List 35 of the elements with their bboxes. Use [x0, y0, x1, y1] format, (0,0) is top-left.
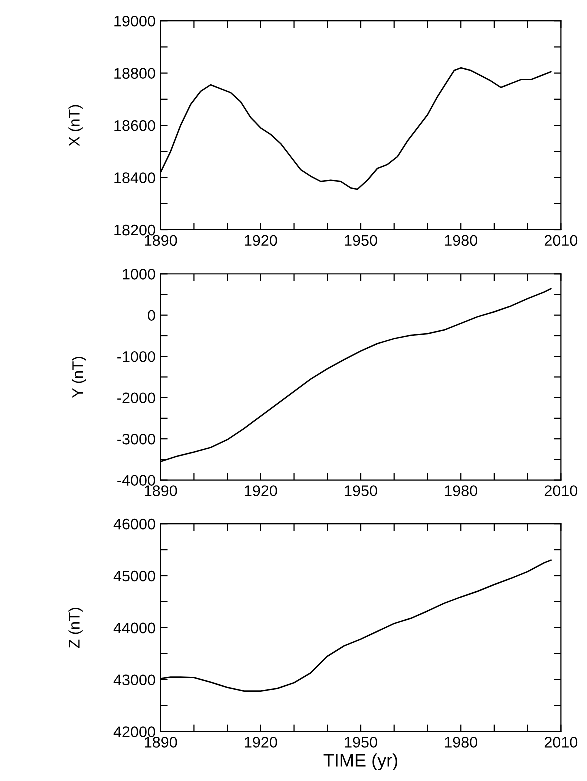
y-tick-label: -4000	[118, 475, 156, 486]
y-tick-label: 18600	[114, 120, 156, 132]
y-tick-label: 18200	[114, 224, 156, 236]
x-tick-label: 2010	[544, 235, 578, 246]
x-tick-label: 1950	[345, 737, 378, 748]
y-tick-label: 44000	[114, 622, 156, 634]
x-tick-label: 1890	[145, 486, 178, 496]
x-axis-title: TIME (yr)	[324, 754, 398, 771]
x-tick-label: 1950	[345, 486, 378, 496]
x-tick-label: 1980	[445, 737, 478, 748]
y-axis-title: Y (nT)	[72, 357, 86, 398]
y-tick-label: -3000	[118, 434, 156, 445]
y-axis-title: Z (nT)	[68, 608, 83, 648]
x-tick-label: 1920	[245, 235, 278, 246]
x-tick-label: 1920	[245, 737, 278, 748]
x-tick-label: 1980	[445, 235, 478, 246]
y-tick-label: 18400	[114, 172, 156, 184]
y-tick-label: 19000	[114, 16, 156, 27]
y-tick-label: 46000	[114, 518, 156, 530]
y-tick-label: -2000	[118, 392, 156, 404]
x-tick-label: 1890	[145, 737, 178, 748]
x-tick-label: 1980	[445, 486, 478, 496]
x-tick-label: 1950	[345, 235, 378, 246]
y-tick-label: 18800	[114, 68, 156, 80]
y-tick-label: 45000	[114, 570, 156, 582]
x-tick-label: 2010	[544, 737, 578, 748]
y-tick-label: -1000	[118, 351, 156, 362]
x-tick-label: 2010	[544, 486, 578, 496]
y-tick-label: 42000	[114, 726, 156, 738]
x-tick-label: 1890	[145, 235, 178, 246]
y-axis-title: X (nT)	[68, 105, 83, 146]
y-tick-label: 1000	[123, 269, 156, 280]
x-tick-label: 1920	[245, 486, 278, 496]
y-tick-label: 0	[148, 310, 156, 322]
y-tick-label: 43000	[114, 674, 156, 686]
